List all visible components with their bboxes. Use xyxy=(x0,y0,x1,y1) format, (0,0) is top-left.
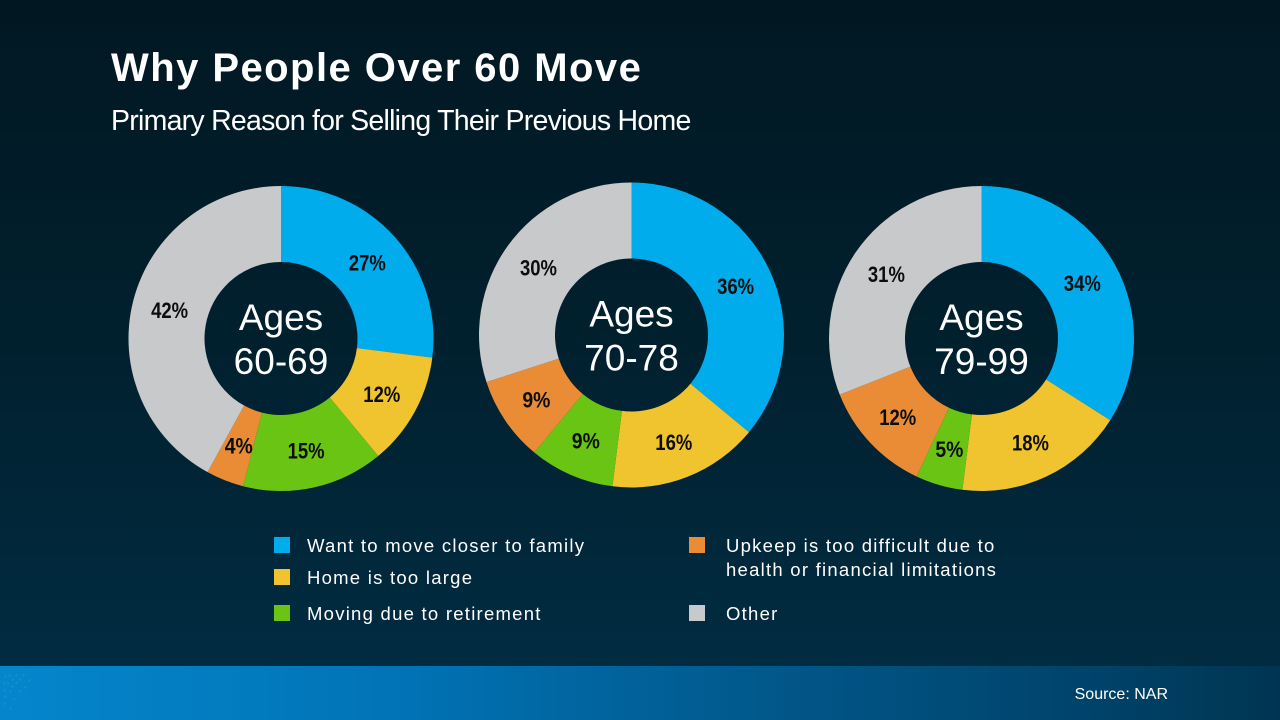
svg-text:9%: 9% xyxy=(522,388,550,413)
svg-text:70-78: 70-78 xyxy=(584,338,679,379)
svg-text:Ages: Ages xyxy=(239,297,323,338)
svg-text:36%: 36% xyxy=(717,274,754,299)
svg-text:42%: 42% xyxy=(151,298,188,323)
svg-text:Ages: Ages xyxy=(589,294,673,335)
svg-text:16%: 16% xyxy=(655,430,692,455)
svg-text:31%: 31% xyxy=(868,262,905,287)
svg-text:15%: 15% xyxy=(288,439,325,464)
svg-text:30%: 30% xyxy=(520,255,557,280)
svg-text:Ages: Ages xyxy=(939,297,1023,338)
svg-text:4%: 4% xyxy=(225,433,253,458)
svg-text:5%: 5% xyxy=(935,437,963,462)
svg-text:27%: 27% xyxy=(349,250,386,275)
svg-text:79-99: 79-99 xyxy=(934,341,1029,382)
svg-text:60-69: 60-69 xyxy=(234,341,329,382)
svg-text:18%: 18% xyxy=(1012,431,1049,456)
svg-text:34%: 34% xyxy=(1064,271,1101,296)
svg-text:12%: 12% xyxy=(363,382,400,407)
svg-text:12%: 12% xyxy=(879,405,916,430)
svg-text:9%: 9% xyxy=(572,428,600,453)
